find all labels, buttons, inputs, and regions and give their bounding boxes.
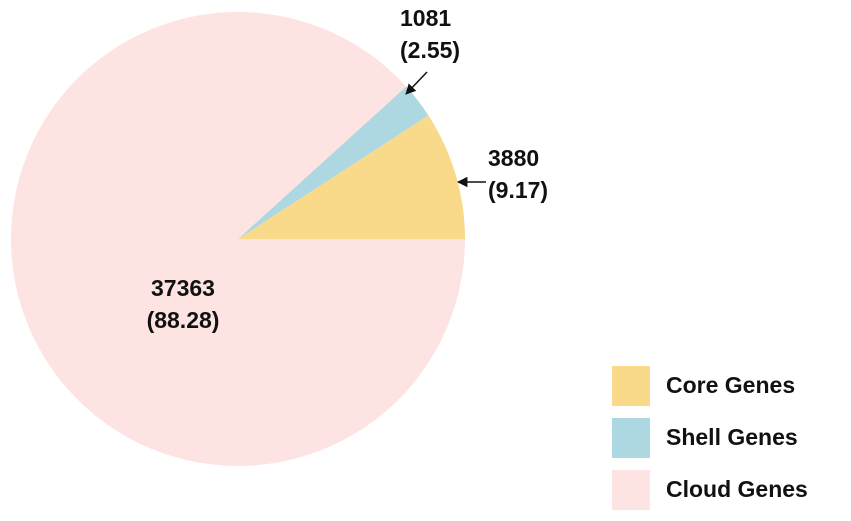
- legend-swatch: [612, 366, 650, 406]
- arrow: [405, 71, 428, 95]
- pie-slice: [238, 86, 429, 239]
- legend-label: Shell Genes: [666, 424, 798, 450]
- data-label: 37363: [151, 275, 215, 301]
- pie-slice: [238, 115, 465, 239]
- pie-slice: [10, 12, 466, 467]
- legend-label: Core Genes: [666, 372, 795, 398]
- percent-label: (2.55): [400, 37, 460, 63]
- legend-label: Cloud Genes: [666, 476, 808, 502]
- legend-swatch: [612, 418, 650, 458]
- percent-label: (88.28): [147, 307, 220, 333]
- data-label: 1081: [400, 5, 451, 31]
- percent-label: (9.17): [488, 177, 548, 203]
- legend-swatch: [612, 470, 650, 510]
- data-label: 3880: [488, 145, 539, 171]
